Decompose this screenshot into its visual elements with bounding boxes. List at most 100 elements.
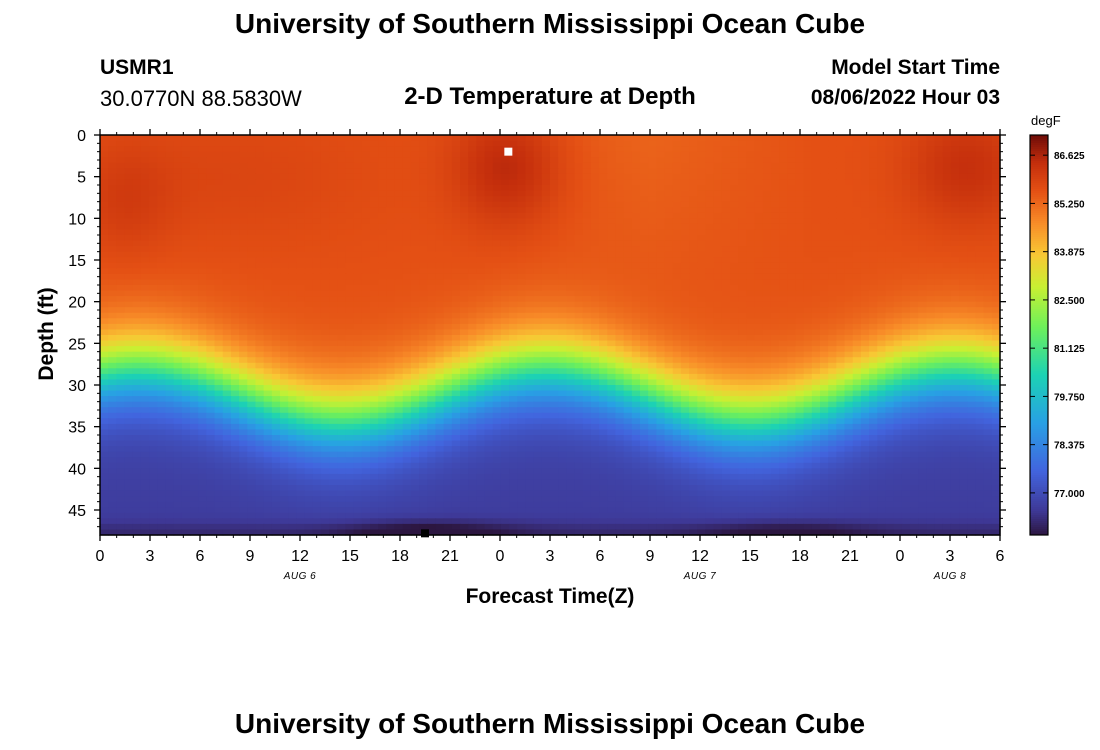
heatmap-cell xyxy=(533,268,543,275)
heatmap-cell xyxy=(206,140,216,147)
heatmap-cell xyxy=(149,346,158,353)
heatmap-cell xyxy=(869,340,878,347)
heatmap-cell xyxy=(468,296,477,303)
heatmap-cell xyxy=(975,307,985,314)
heatmap-cell xyxy=(492,279,502,286)
heatmap-cell xyxy=(108,218,117,225)
heatmap-cell xyxy=(288,190,297,197)
heatmap-cell xyxy=(672,351,682,358)
heatmap-cell xyxy=(689,362,698,369)
heatmap-cell xyxy=(394,290,404,297)
heatmap-cell xyxy=(664,285,674,292)
heatmap-cell xyxy=(312,135,322,142)
heatmap-cell xyxy=(173,335,183,342)
heatmap-cell xyxy=(271,301,281,308)
heatmap-cell xyxy=(934,212,944,219)
heatmap-cell xyxy=(844,173,854,181)
heatmap-cell xyxy=(640,151,649,158)
heatmap-cell xyxy=(271,318,281,325)
heatmap-cell xyxy=(607,173,617,181)
heatmap-cell xyxy=(795,362,805,369)
heatmap-cell xyxy=(828,373,837,381)
heatmap-cell xyxy=(525,296,535,303)
heatmap-cell xyxy=(828,323,837,331)
heatmap-cell xyxy=(312,296,322,303)
heatmap-cell xyxy=(623,312,633,319)
heatmap-cell xyxy=(239,196,248,203)
heatmap-cell xyxy=(149,290,158,297)
heatmap-cell xyxy=(705,262,715,269)
heatmap-cell xyxy=(541,157,551,164)
heatmap-cell xyxy=(239,279,248,286)
heatmap-cell xyxy=(312,201,322,208)
heatmap-cell xyxy=(672,235,682,242)
heatmap-cell xyxy=(345,290,355,297)
heatmap-cell xyxy=(615,340,625,347)
heatmap-cell xyxy=(713,318,723,325)
heatmap-cell xyxy=(672,246,682,253)
heatmap-cell xyxy=(623,146,633,153)
heatmap-cell xyxy=(672,229,682,236)
heatmap-cell xyxy=(419,223,428,231)
heatmap-cell xyxy=(140,229,150,236)
heatmap-cell xyxy=(697,140,707,147)
heatmap-cell xyxy=(934,279,944,286)
heatmap-cell xyxy=(541,323,551,331)
heatmap-cell xyxy=(893,285,903,292)
heatmap-cell xyxy=(198,373,207,381)
heatmap-cell xyxy=(320,179,330,186)
heatmap-cell xyxy=(280,135,289,142)
heatmap-cell xyxy=(738,162,747,169)
heatmap-cell xyxy=(500,157,510,164)
heatmap-cell xyxy=(337,351,347,358)
heatmap-cell xyxy=(149,185,158,192)
heatmap-cell xyxy=(378,268,387,275)
heatmap-cell xyxy=(680,329,690,336)
heatmap-cell xyxy=(664,335,674,342)
heatmap-cell xyxy=(263,357,273,364)
heatmap-cell xyxy=(950,240,960,247)
heatmap-cell xyxy=(844,190,854,197)
heatmap-cell xyxy=(476,368,486,375)
heatmap-cell xyxy=(100,223,109,231)
heatmap-cell xyxy=(574,240,584,247)
heatmap-cell xyxy=(869,323,878,331)
heatmap-cell xyxy=(893,357,903,364)
heatmap-cell xyxy=(517,257,527,264)
heatmap-cell xyxy=(132,185,142,192)
heatmap-cell xyxy=(623,173,633,181)
heatmap-cell xyxy=(370,368,379,375)
heatmap-cell xyxy=(721,140,731,147)
heatmap-cell xyxy=(173,329,183,336)
heatmap-cell xyxy=(934,285,944,292)
heatmap-cell xyxy=(386,379,396,386)
heatmap-cell xyxy=(100,240,109,247)
heatmap-cell xyxy=(599,323,608,331)
heatmap-cell xyxy=(844,268,854,275)
heatmap-cell xyxy=(230,251,240,258)
heatmap-cell xyxy=(836,218,846,225)
heatmap-cell xyxy=(181,312,191,319)
heatmap-cell xyxy=(443,301,453,308)
heatmap-cell xyxy=(697,157,707,164)
heatmap-cell xyxy=(860,268,870,275)
heatmap-cell xyxy=(648,329,657,336)
heatmap-cell xyxy=(329,135,338,142)
heatmap-cell xyxy=(361,218,371,225)
heatmap-cell xyxy=(762,190,772,197)
heatmap-cell xyxy=(959,179,968,186)
heatmap-cell xyxy=(370,301,379,308)
heatmap-cell xyxy=(615,290,625,297)
heatmap-cell xyxy=(533,362,543,369)
heatmap-cell xyxy=(345,318,355,325)
heatmap-cell xyxy=(877,362,887,369)
heatmap-cell xyxy=(410,301,420,308)
heatmap-cell xyxy=(108,246,117,253)
heatmap-cell xyxy=(492,246,502,253)
heatmap-cell xyxy=(869,301,878,308)
heatmap-cell xyxy=(173,235,183,242)
heatmap-cell xyxy=(730,196,739,203)
heatmap-cell xyxy=(795,340,805,347)
heatmap-cell xyxy=(828,318,837,325)
heatmap-cell xyxy=(615,157,625,164)
